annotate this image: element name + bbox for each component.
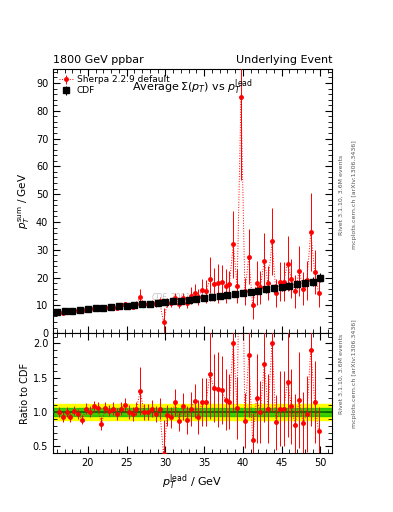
Text: mcplots.cern.ch [arXiv:1306.3436]: mcplots.cern.ch [arXiv:1306.3436] (352, 140, 357, 249)
Legend: Sherpa 2.2.9 default, CDF: Sherpa 2.2.9 default, CDF (57, 74, 171, 97)
Text: Average$\,\Sigma(p_T)$ vs $p_T^\mathrm{lead}$: Average$\,\Sigma(p_T)$ vs $p_T^\mathrm{l… (132, 77, 253, 97)
Text: Rivet 3.1.10, 3.6M events: Rivet 3.1.10, 3.6M events (339, 155, 344, 234)
Y-axis label: Ratio to CDF: Ratio to CDF (20, 362, 30, 424)
Text: 1800 GeV ppbar: 1800 GeV ppbar (53, 55, 144, 65)
X-axis label: $p_T^\mathrm{lead}$ / GeV: $p_T^\mathrm{lead}$ / GeV (162, 472, 223, 492)
Text: mcplots.cern.ch [arXiv:1306.3436]: mcplots.cern.ch [arXiv:1306.3436] (352, 319, 357, 428)
Text: Rivet 3.1.10, 3.6M events: Rivet 3.1.10, 3.6M events (339, 334, 344, 414)
Y-axis label: $p_T^\mathrm{sum}$ / GeV: $p_T^\mathrm{sum}$ / GeV (16, 173, 32, 229)
Text: CDF_2001_S4751469: CDF_2001_S4751469 (152, 292, 233, 302)
Text: Underlying Event: Underlying Event (235, 55, 332, 65)
